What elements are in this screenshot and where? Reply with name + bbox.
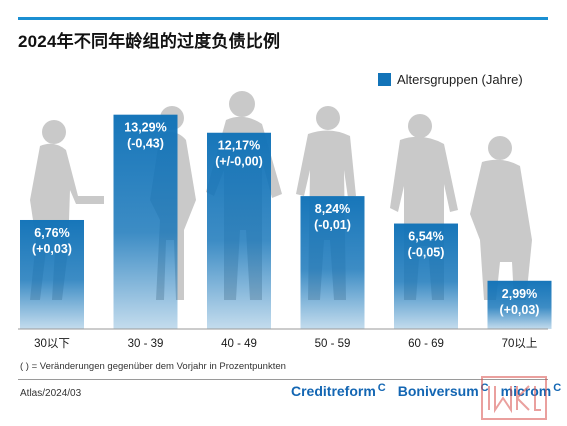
x-tick-label: 50 - 59: [315, 338, 351, 350]
change-label: (+0,03): [500, 303, 540, 317]
brand-name: Creditreform: [291, 383, 376, 399]
brand-logos: Creditreform C Boniversum C microm C: [291, 382, 562, 399]
bottom-rule: [18, 379, 548, 380]
value-label: 2,99%: [502, 287, 537, 301]
x-tick-label: 30 - 39: [128, 338, 164, 350]
source-label: Atlas/2024/03: [20, 388, 82, 399]
value-label: 8,24%: [315, 202, 350, 216]
brand-creditreform: Creditreform C: [291, 382, 386, 399]
bar-5: [394, 223, 458, 329]
brand-name: Boniversum: [397, 383, 479, 399]
value-label: 6,54%: [408, 230, 443, 244]
value-label: 6,76%: [34, 226, 69, 240]
brand-mark-icon: C: [480, 382, 489, 394]
bar-4: [300, 196, 365, 329]
legend: Altersgruppen (Jahre): [378, 72, 523, 87]
x-tick-label: 40 - 49: [221, 338, 257, 350]
x-tick-label: 70以上: [502, 337, 538, 350]
x-tick-label: 30以下: [34, 337, 70, 350]
chart-title: 2024年不同年龄组的过度负债比例: [18, 32, 281, 51]
legend-label: Altersgruppen (Jahre): [397, 72, 523, 87]
change-label: (-0,01): [314, 218, 351, 232]
change-label: (-0,05): [408, 246, 445, 260]
bar-6: [487, 280, 552, 329]
brand-mark-icon: C: [377, 382, 386, 394]
brand-microm: microm C: [500, 382, 562, 399]
x-tick-label: 60 - 69: [408, 338, 444, 350]
brand-name: microm: [500, 383, 552, 399]
change-label: (+/-0,00): [215, 155, 263, 169]
watermark-logo-icon: [481, 376, 547, 420]
top-rule: [18, 17, 548, 20]
bar-2: [113, 114, 178, 329]
bar-1: [20, 219, 84, 329]
change-label: (+0,03): [32, 242, 72, 256]
brand-boniversum: Boniversum C: [397, 382, 489, 399]
value-label: 13,29%: [124, 121, 166, 135]
legend-swatch: [378, 73, 391, 86]
brand-mark-icon: C: [553, 382, 562, 394]
value-label: 12,17%: [218, 139, 260, 153]
footnote: ( ) = Veränderungen gegenüber dem Vorjah…: [20, 361, 286, 372]
bar-chart: 6,76% (+0,03) 13,29% (-0,43) 12,17% (+/-0,00)…: [18, 91, 552, 350]
change-label: (-0,43): [127, 137, 164, 151]
bar-3: [207, 132, 271, 329]
